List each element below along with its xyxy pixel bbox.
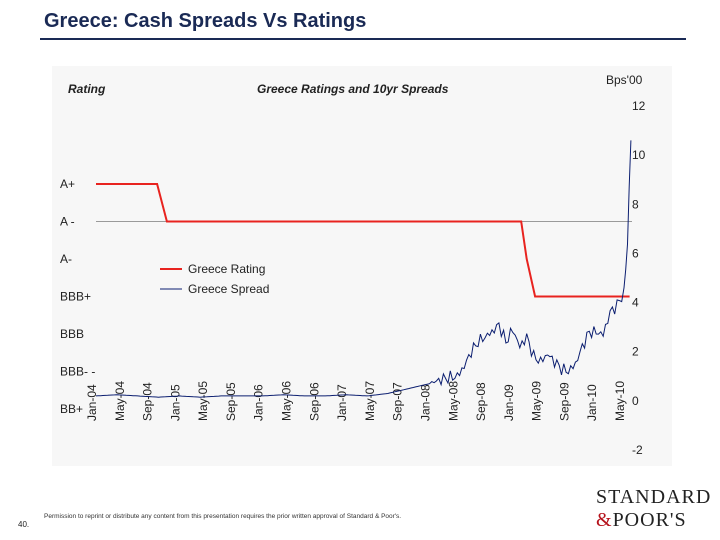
x-tick-label: Sep-08: [474, 382, 488, 421]
legend-label: Greece Rating: [188, 262, 265, 276]
chart-title: Greece Ratings and 10yr Spreads: [257, 82, 449, 96]
x-tick-label: Jan-04: [85, 384, 99, 421]
rating-series-line: [96, 183, 630, 298]
x-tick-label: Jan-10: [585, 384, 599, 421]
title-rule: [40, 38, 686, 40]
spread-tick-label: 4: [632, 296, 639, 310]
legend-label: Greece Spread: [188, 282, 269, 296]
standard-and-poors-logo: STANDARD &POOR'S: [596, 486, 711, 532]
x-tick-label: May-09: [530, 381, 544, 421]
spread-series-line: [95, 140, 632, 398]
x-tick-label: Jan-08: [418, 384, 432, 421]
x-tick-label: May-10: [613, 381, 627, 421]
x-tick-label: Sep-06: [307, 382, 321, 421]
x-tick-label: Sep-05: [224, 382, 238, 421]
x-tick-label: Sep-04: [141, 382, 155, 421]
page-title: Greece: Cash Spreads Vs Ratings: [44, 10, 367, 32]
rating-tick-label: BBB- -: [60, 365, 95, 379]
x-tick-label: Jan-05: [168, 384, 182, 421]
x-tick-label: Sep-09: [557, 382, 571, 421]
rating-tick-label: A -: [60, 215, 75, 229]
spread-tick-label: 8: [632, 197, 639, 211]
x-tick-label: May-05: [196, 381, 210, 421]
left-axis-title: Rating: [68, 82, 106, 96]
x-tick-label: Sep-07: [391, 382, 405, 421]
spread-tick-label: 6: [632, 246, 639, 260]
spread-tick-label: -2: [632, 443, 643, 457]
x-tick-label: May-06: [280, 381, 294, 421]
rating-tick-label: BBB: [60, 327, 84, 341]
rating-tick-label: A+: [60, 177, 75, 191]
x-tick-label: May-04: [113, 381, 127, 421]
x-tick-label: Jan-07: [335, 384, 349, 421]
ratings-spread-chart: Rating Greece Ratings and 10yr Spreads Bps…: [60, 73, 646, 457]
x-tick-label: Jan-06: [252, 384, 266, 421]
logo-poors-text: POOR'S: [612, 509, 687, 531]
logo-ampersand: &: [596, 509, 613, 531]
spread-tick-label: 12: [632, 99, 646, 113]
logo-line-poors: &POOR'S: [596, 509, 711, 532]
page-number: 40.: [18, 520, 30, 529]
rating-tick-label: BBB+: [60, 290, 91, 304]
rating-tick-label: A-: [60, 252, 72, 266]
rating-tick-label: BB+: [60, 402, 83, 416]
chart-legend: Greece Rating Greece Spread: [160, 262, 269, 296]
spread-tick-label: 10: [632, 148, 646, 162]
x-tick-label: May-08: [446, 381, 460, 421]
logo-line-standard: STANDARD: [596, 486, 712, 508]
x-tick-label: Jan-09: [502, 384, 516, 421]
chart-panel: Rating Greece Ratings and 10yr Spreads Bps…: [52, 66, 672, 466]
x-tick-label: May-07: [363, 381, 377, 421]
spread-tick-label: 2: [632, 345, 639, 359]
right-axis-title: Bps'00: [606, 73, 643, 87]
disclaimer: Permission to reprint or distribute any …: [44, 513, 402, 520]
spread-tick-label: 0: [632, 394, 639, 408]
